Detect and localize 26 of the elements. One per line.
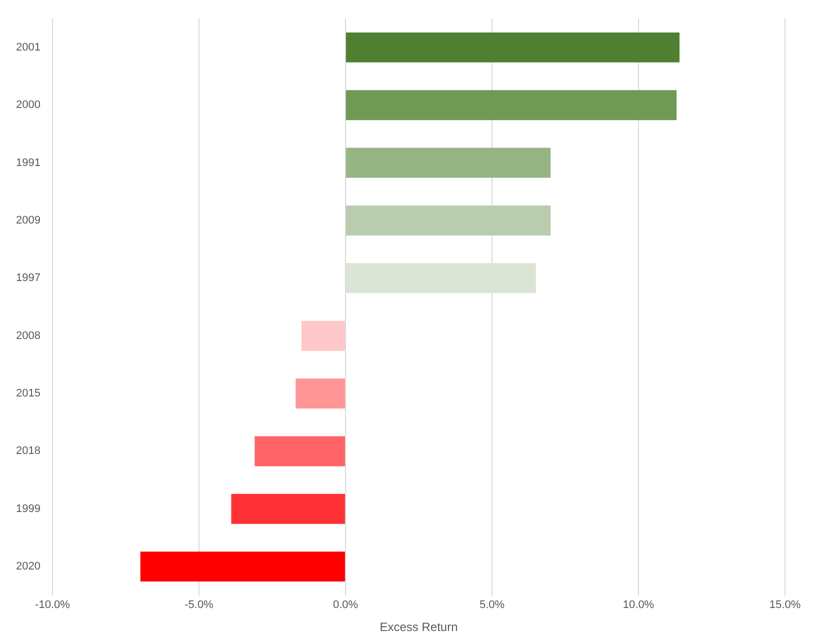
y-tick-label: 1991	[16, 156, 40, 169]
bar	[302, 320, 345, 351]
x-axis-title: Excess Return	[380, 620, 458, 634]
x-tick-label: 5.0%	[479, 599, 505, 612]
y-tick-label: 2001	[16, 41, 40, 54]
y-tick-label: 2008	[16, 330, 40, 342]
bar	[346, 205, 551, 236]
bar	[231, 494, 345, 524]
y-tick-label: 2009	[16, 214, 40, 227]
y-tick-label: 2015	[16, 388, 40, 400]
x-tick-label: -10.0%	[35, 599, 70, 612]
bar	[140, 552, 345, 582]
y-tick-label: 1999	[16, 502, 40, 515]
bar	[296, 378, 345, 409]
x-tick-label: 15.0%	[769, 599, 801, 612]
bar	[254, 436, 345, 466]
y-tick-label: 2000	[16, 99, 40, 112]
x-tick-label: 0.0%	[332, 599, 358, 612]
y-tick-label: 2018	[16, 445, 40, 458]
x-tick-label: -5.0%	[184, 599, 214, 612]
bar	[346, 32, 680, 62]
y-tick-label: 1997	[16, 272, 40, 284]
y-tick-label: 2020	[16, 560, 40, 573]
bar	[346, 148, 551, 178]
x-tick-label: 10.0%	[622, 599, 654, 612]
bar	[346, 90, 677, 120]
